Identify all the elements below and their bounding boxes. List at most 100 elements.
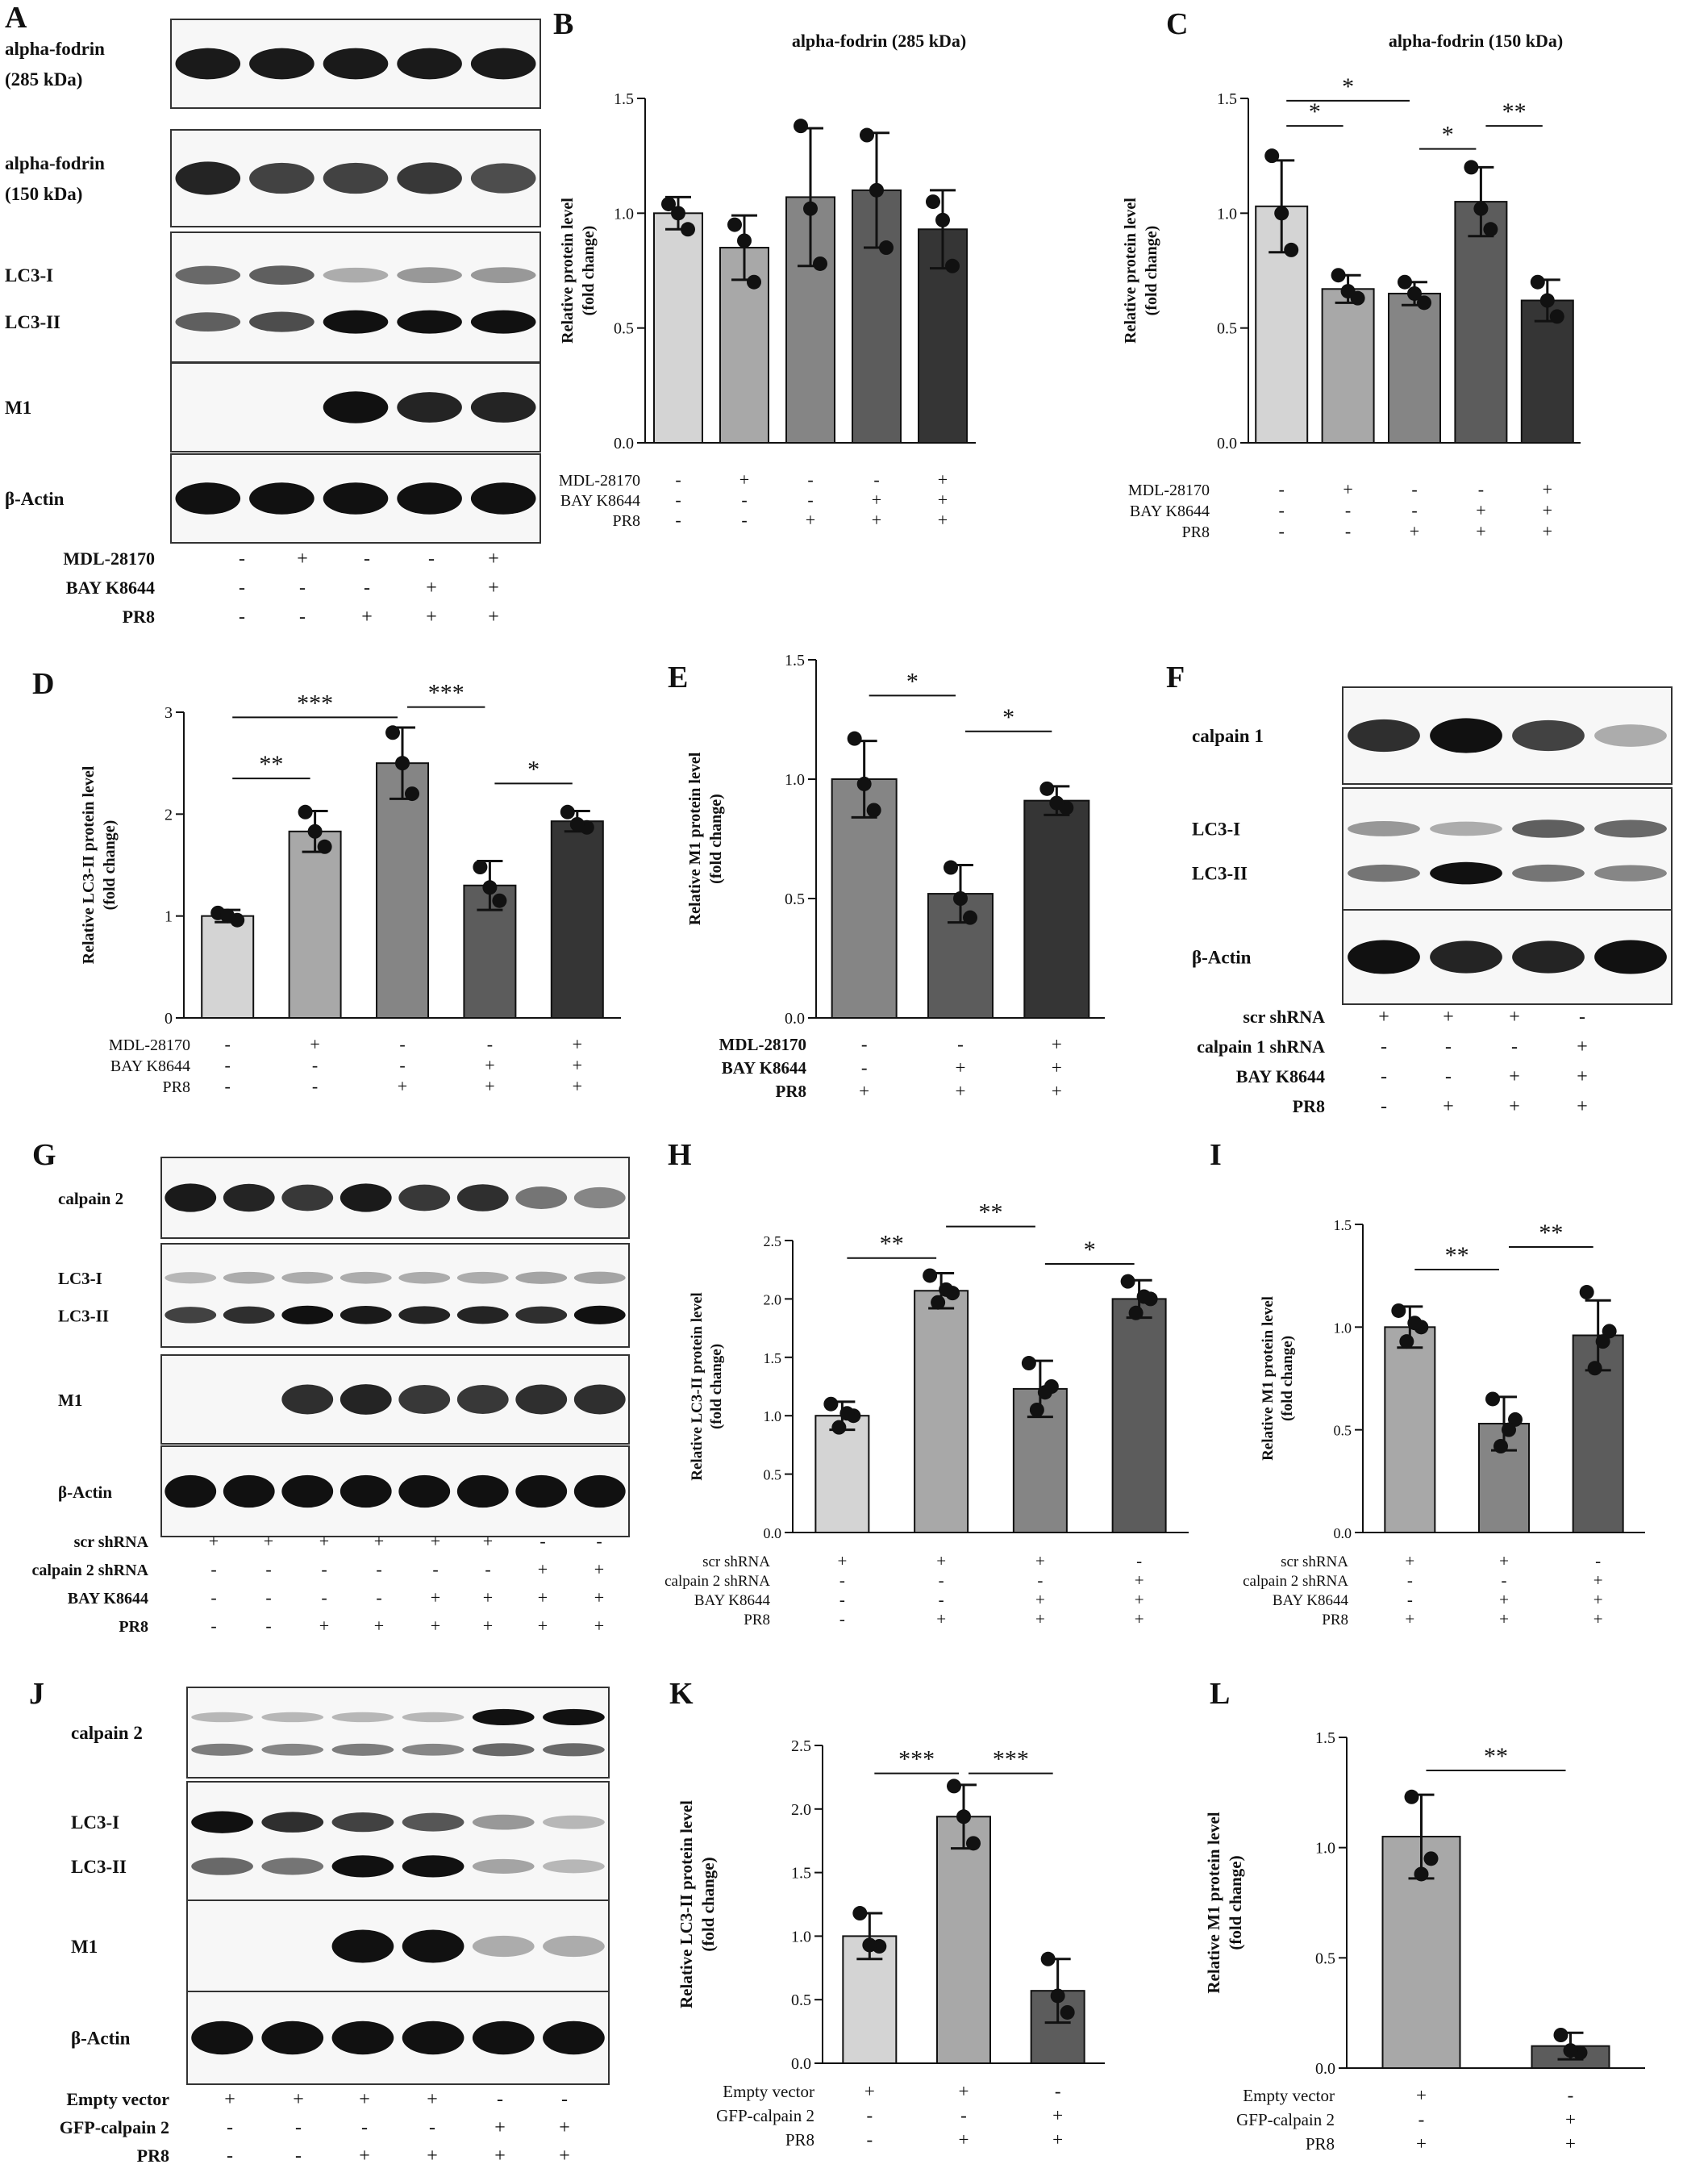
panel-letter-f: F [1166, 661, 1185, 694]
blot-label: M1 [5, 398, 31, 418]
data-point [860, 127, 874, 143]
data-point [1407, 1316, 1423, 1331]
y-tick-label: 1.0 [764, 1408, 782, 1424]
condition-sign: - [227, 2146, 233, 2166]
data-point [1485, 1391, 1500, 1407]
significance-label: *** [297, 690, 333, 716]
condition-sign: + [956, 1081, 966, 1101]
condition-sign: - [1568, 2085, 1574, 2105]
data-point [1021, 1356, 1036, 1371]
condition-sign: - [675, 469, 681, 490]
condition-sign: + [837, 1551, 847, 1570]
blot-band [223, 1306, 275, 1324]
blot-band [1594, 940, 1667, 974]
significance-label: * [527, 756, 539, 782]
blot-band [323, 482, 389, 515]
y-axis-label: (fold change) [707, 794, 725, 884]
condition-sign: - [675, 510, 681, 530]
condition-sign: + [936, 1609, 946, 1628]
blot-row [160, 1354, 630, 1445]
data-point [1473, 201, 1489, 216]
blot-row [170, 19, 541, 109]
significance-label: * [1342, 73, 1354, 100]
blot-label: (150 kDa) [5, 184, 82, 204]
condition-sign: - [1055, 2081, 1061, 2101]
data-point [661, 196, 676, 211]
blot-membrane [1342, 787, 1673, 912]
condition-sign: + [427, 2089, 438, 2110]
condition-label: PR8 [776, 1082, 807, 1101]
condition-sign: - [1579, 1007, 1585, 1028]
blot-band [456, 1474, 509, 1508]
condition-sign: + [1052, 1034, 1062, 1054]
condition-sign: - [321, 1559, 327, 1579]
data-point [1587, 1361, 1602, 1376]
data-point [847, 731, 862, 746]
blot-band [331, 1743, 394, 1756]
blot-band [175, 265, 241, 285]
data-point [671, 206, 685, 221]
condition-sign: + [1499, 1609, 1509, 1628]
condition-sign: + [319, 1531, 329, 1551]
condition-label: Empty vector [66, 2089, 169, 2109]
condition-sign: + [1135, 1570, 1144, 1590]
condition-sign: - [364, 548, 370, 569]
y-tick-label: 1.0 [614, 205, 634, 223]
blot-band [470, 48, 536, 80]
data-point [939, 1282, 954, 1297]
condition-label: PR8 [613, 512, 640, 530]
condition-sign: + [573, 1034, 582, 1054]
condition-sign: + [209, 1531, 219, 1551]
data-point [963, 910, 977, 925]
blot-band [331, 1855, 394, 1878]
y-tick-label: 0.0 [1217, 435, 1237, 452]
chart-panel-i: 0.0 0.5 1.0 1.5 Relative M1 protein level (fo… [1243, 1217, 1645, 1628]
blot-band [398, 1384, 451, 1415]
condition-sign: - [741, 490, 747, 510]
blot-band [281, 1184, 334, 1211]
condition-sign: + [1543, 500, 1552, 520]
condition-sign: + [872, 490, 881, 510]
blot-band [470, 163, 536, 194]
condition-sign: + [1593, 1570, 1603, 1590]
y-axis-label: Relative protein level [1122, 198, 1139, 344]
data-point [385, 725, 400, 740]
blot-label: LC3-I [1192, 819, 1240, 839]
condition-sign: - [1478, 479, 1484, 499]
y-tick-label: 1.0 [1334, 1320, 1352, 1336]
significance-label: ** [1445, 1242, 1469, 1269]
condition-sign: - [239, 607, 245, 628]
blot-band [340, 1183, 392, 1212]
condition-sign: + [1509, 1096, 1520, 1117]
data-point [569, 816, 585, 832]
blot-panel-g: calpain 2 LC3-I LC3-II M1 β-Actin scr shRNA + +… [32, 1157, 630, 1636]
condition-sign: + [483, 1616, 493, 1636]
data-point [1414, 1866, 1429, 1882]
condition-sign: - [299, 607, 306, 628]
data-point [1040, 1951, 1056, 1966]
data-point [1029, 1402, 1044, 1417]
condition-sign: - [1381, 1036, 1387, 1057]
blot-band [543, 1743, 605, 1757]
condition-label: Empty vector [1243, 2086, 1335, 2105]
blot-band [249, 162, 315, 194]
blot-band [191, 1712, 253, 1723]
blot-band [543, 1859, 605, 1874]
blot-label: calpain 2 [58, 1189, 123, 1208]
condition-sign: - [839, 1590, 845, 1609]
significance-label: ** [1484, 1743, 1508, 1770]
condition-sign: + [488, 607, 499, 628]
bar [814, 1415, 870, 1533]
blot-band [331, 2020, 394, 2055]
bar [653, 212, 703, 444]
condition-sign: + [1577, 1066, 1588, 1087]
blot-band [323, 267, 389, 283]
data-point [482, 880, 498, 895]
condition-sign: + [483, 1587, 493, 1608]
bar [936, 1816, 991, 2065]
data-point [1050, 1988, 1065, 2004]
condition-label: PR8 [1182, 523, 1210, 541]
condition-sign: + [538, 1587, 548, 1608]
data-point [947, 1779, 961, 1794]
condition-sign: - [839, 1570, 845, 1590]
